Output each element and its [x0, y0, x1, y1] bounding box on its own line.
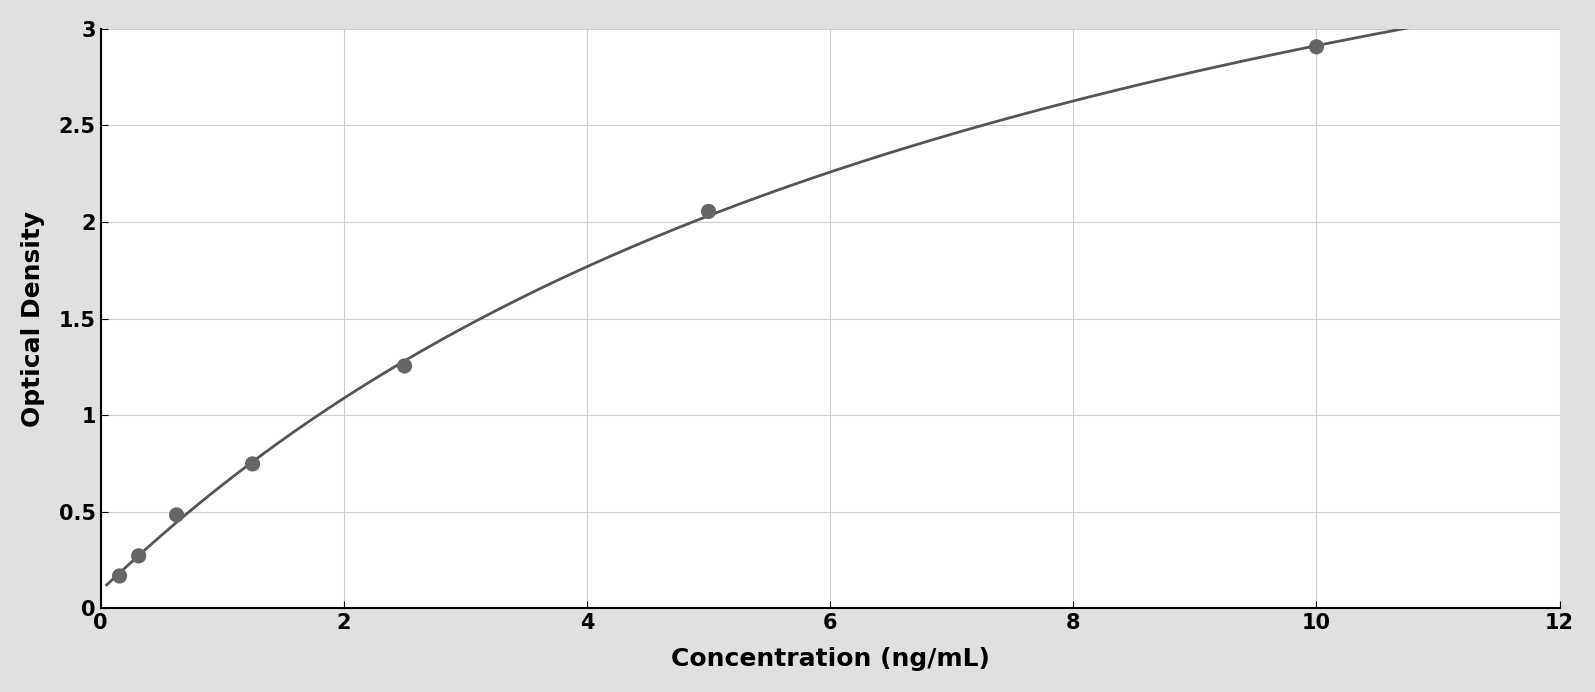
Point: [164, 509, 190, 520]
X-axis label: Concentration (ng/mL): Concentration (ng/mL): [670, 647, 989, 671]
Point: [107, 570, 132, 581]
Point: [695, 206, 721, 217]
Point: [239, 458, 265, 469]
Point: [392, 361, 418, 372]
Point: [1303, 42, 1329, 53]
Point: [126, 550, 152, 561]
Y-axis label: Optical Density: Optical Density: [21, 210, 45, 427]
